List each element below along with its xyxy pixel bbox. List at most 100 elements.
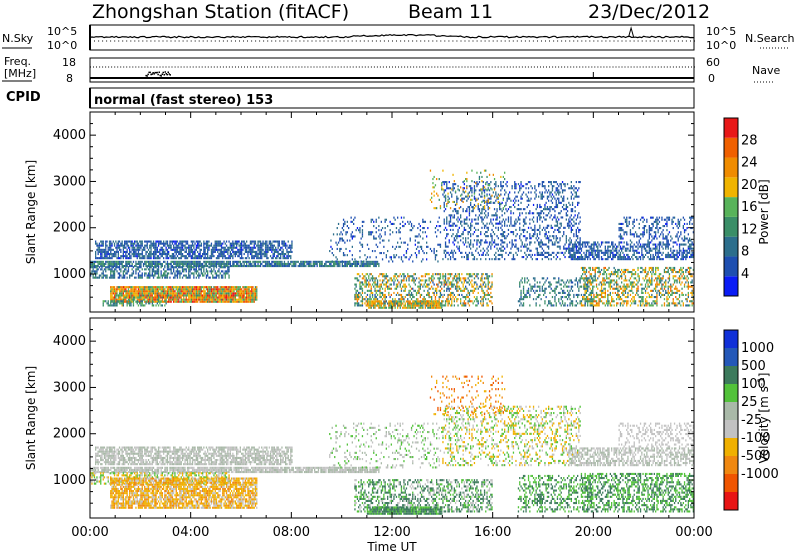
power-cell <box>447 258 449 261</box>
power-cell <box>509 191 511 194</box>
power-cell <box>127 302 130 305</box>
power-cell <box>208 286 210 289</box>
power-cell <box>512 224 515 227</box>
power-cell <box>374 262 376 265</box>
power-cell <box>163 240 165 243</box>
power-cell <box>218 300 220 303</box>
power-cell <box>112 270 114 273</box>
power-cell <box>246 300 248 303</box>
power-cell <box>230 294 233 297</box>
power-cell <box>483 291 486 294</box>
power-cell <box>344 260 346 263</box>
power-cell <box>137 255 140 258</box>
power-cell <box>341 260 343 263</box>
power-cell <box>125 294 127 297</box>
power-cell <box>225 248 228 251</box>
power-cell <box>122 300 124 303</box>
power-cell <box>465 228 467 231</box>
power-cell <box>395 302 398 305</box>
power-cell <box>195 262 197 265</box>
power-cell <box>444 304 447 307</box>
power-cell <box>376 281 379 284</box>
power-cell <box>443 249 445 252</box>
power-cell <box>189 265 191 268</box>
power-cell <box>247 286 249 289</box>
power-cell <box>233 262 235 265</box>
power-cell <box>173 244 175 247</box>
power-cell <box>454 273 457 276</box>
power-cell <box>139 244 141 247</box>
power-cell <box>233 298 235 301</box>
power-cell <box>453 243 455 246</box>
power-cell <box>249 242 252 245</box>
power-cell <box>207 286 209 289</box>
power-cell <box>507 218 510 221</box>
power-cell <box>204 248 206 251</box>
power-cell <box>453 216 455 219</box>
power-cell <box>388 293 390 296</box>
power-cell <box>175 242 177 245</box>
power-cell <box>213 268 215 271</box>
power-cell <box>174 246 176 249</box>
power-cell <box>403 275 405 278</box>
power-cell <box>163 296 165 299</box>
power-cell <box>410 304 413 307</box>
power-cell <box>481 298 483 301</box>
power-cell <box>413 306 415 309</box>
power-cell <box>195 240 197 243</box>
power-cell <box>144 272 146 275</box>
power-cell <box>417 245 419 248</box>
power-cell <box>317 260 320 263</box>
power-cell <box>106 260 108 263</box>
power-cell <box>246 246 248 249</box>
power-cell <box>204 300 206 303</box>
power-cell <box>384 277 386 280</box>
power-cell <box>480 203 482 206</box>
power-cell <box>234 298 236 301</box>
power-cell <box>117 296 119 299</box>
power-cell <box>110 268 112 271</box>
power-cell <box>515 239 517 242</box>
power-cell <box>282 250 284 253</box>
power-cell <box>108 242 111 245</box>
power-cell <box>173 255 175 258</box>
power-cell <box>463 243 465 246</box>
power-cell <box>174 262 176 265</box>
power-cell <box>214 296 216 299</box>
power-cell <box>149 270 151 273</box>
power-cell <box>371 296 374 299</box>
power-cell <box>120 255 122 258</box>
power-cell <box>224 262 226 265</box>
power-cell <box>355 289 357 292</box>
power-cell <box>375 296 377 299</box>
power-cell <box>404 289 406 292</box>
power-cell <box>269 262 272 265</box>
power-cell <box>164 270 166 273</box>
power-cell <box>174 242 176 245</box>
power-cell <box>126 286 128 289</box>
power-cell <box>127 268 130 271</box>
power-cell <box>483 216 486 219</box>
power-cell <box>176 276 179 279</box>
power-cell <box>302 260 304 263</box>
power-cell <box>417 241 419 244</box>
power-cell <box>442 275 444 278</box>
power-cell <box>370 277 372 280</box>
power-cell <box>490 287 492 290</box>
power-cell <box>397 302 399 305</box>
power-cell <box>155 290 157 293</box>
power-cell <box>179 242 181 245</box>
power-cell <box>121 304 123 307</box>
power-cell <box>330 245 332 248</box>
power-cell <box>203 286 205 289</box>
power-cell <box>354 283 356 286</box>
power-cell <box>446 181 448 184</box>
power-cell <box>125 240 127 243</box>
power-cell <box>278 260 280 263</box>
power-cell <box>163 294 165 297</box>
power-cell <box>108 255 111 258</box>
power-cell <box>266 265 268 268</box>
power-cell <box>400 241 403 244</box>
power-cell <box>287 260 289 263</box>
power-cell <box>478 193 481 196</box>
